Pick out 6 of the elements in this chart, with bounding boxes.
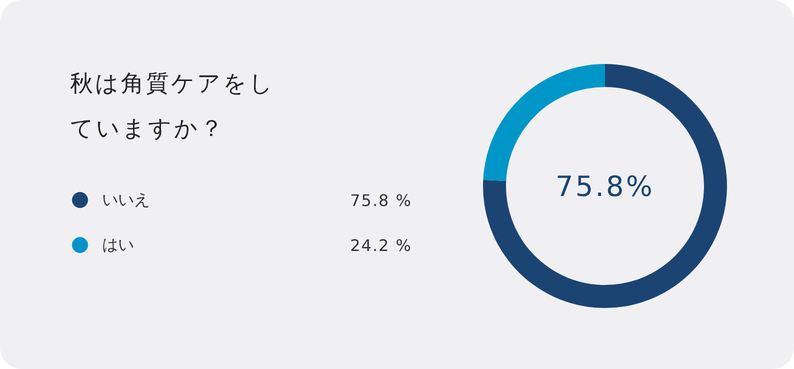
legend-label: いいえ: [102, 190, 150, 210]
text: 75.8%: [556, 170, 654, 203]
data-label: 75.8 %: [350, 190, 412, 210]
legend-label: はい: [102, 234, 134, 256]
data-label: 24.2 %: [350, 236, 412, 254]
text: 秋は角質ケアをしていますか？: [70, 70, 276, 144]
